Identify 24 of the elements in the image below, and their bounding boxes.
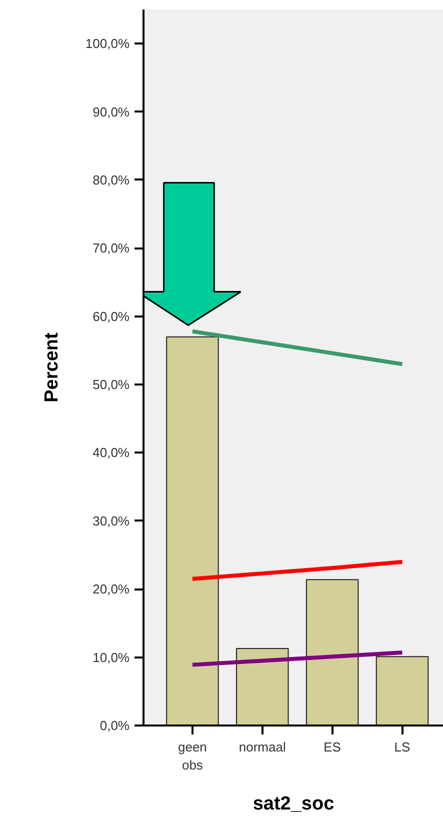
bar bbox=[376, 656, 429, 726]
y-tick-label: 80,0% bbox=[92, 172, 130, 188]
y-axis-title: Percent bbox=[41, 332, 62, 402]
x-tick-label: geen obs bbox=[178, 740, 207, 772]
y-tick-label: 20,0% bbox=[92, 582, 130, 597]
x-tick-label: normaal bbox=[238, 740, 286, 754]
x-axis-title: sat2_soc bbox=[252, 794, 335, 814]
bar bbox=[306, 579, 359, 726]
y-tick-label: 0,0% bbox=[100, 718, 130, 733]
y-tick-label: 60,0% bbox=[92, 308, 130, 324]
y-tick-label: 90,0% bbox=[92, 104, 130, 120]
y-tick-label: 50,0% bbox=[92, 377, 130, 392]
y-tick-label: 100,0% bbox=[85, 36, 130, 52]
x-tick-label: LS bbox=[394, 740, 411, 754]
line-series bbox=[190, 650, 404, 667]
x-tick-label: ES bbox=[324, 740, 342, 754]
y-tick-label: 70,0% bbox=[92, 240, 130, 256]
bar bbox=[236, 648, 289, 726]
y-tick-label: 40,0% bbox=[92, 445, 130, 460]
y-tick-label: 10,0% bbox=[92, 650, 130, 665]
bar bbox=[166, 336, 219, 726]
line-series bbox=[190, 560, 404, 581]
y-tick-label: 30,0% bbox=[92, 513, 130, 528]
line-series bbox=[190, 329, 404, 366]
